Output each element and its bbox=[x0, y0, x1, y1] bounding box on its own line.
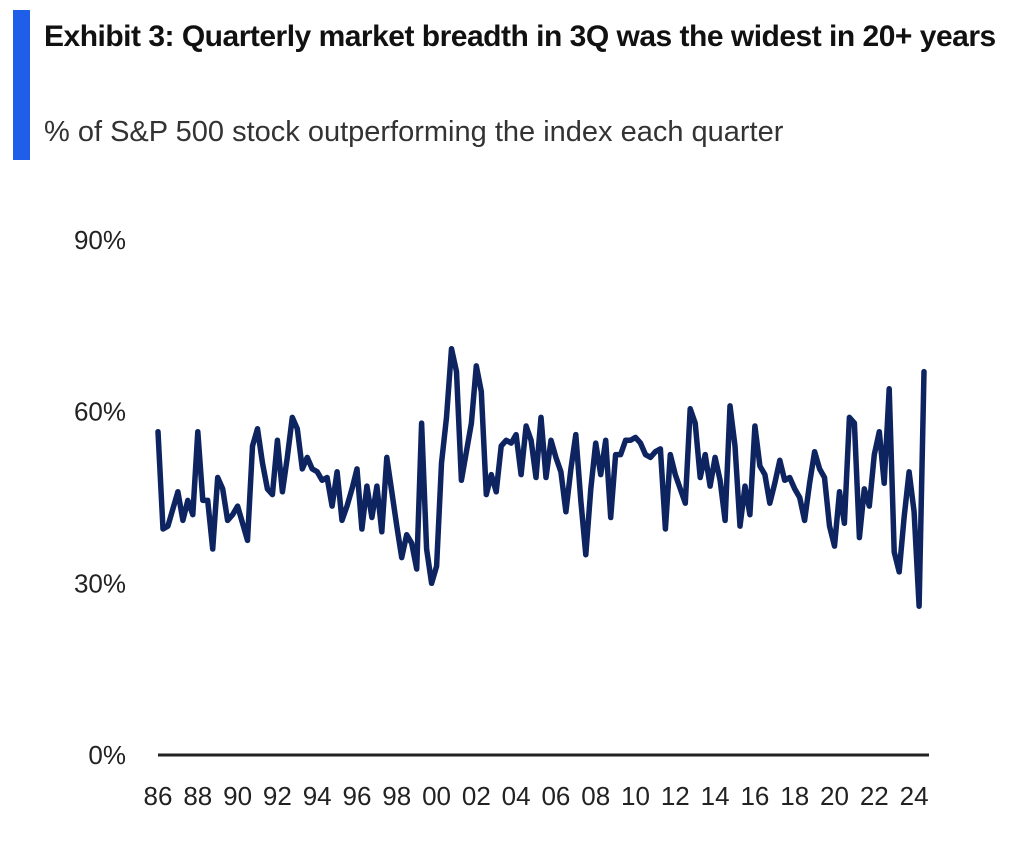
x-tick-label: 92 bbox=[263, 781, 292, 811]
x-tick-label: 02 bbox=[462, 781, 491, 811]
series-line bbox=[155, 345, 927, 609]
x-tick-label: 90 bbox=[223, 781, 252, 811]
y-axis-ticks: 0% 30% 60% 90% bbox=[74, 225, 126, 770]
y-tick-label: 0% bbox=[88, 740, 126, 770]
x-tick-label: 22 bbox=[860, 781, 889, 811]
x-tick-label: 18 bbox=[780, 781, 809, 811]
chart-title: Exhibit 3: Quarterly market breadth in 3… bbox=[44, 20, 996, 53]
y-tick-label: 90% bbox=[74, 225, 126, 255]
x-tick-label: 86 bbox=[144, 781, 173, 811]
x-tick-label: 24 bbox=[900, 781, 929, 811]
x-tick-label: 98 bbox=[382, 781, 411, 811]
x-tick-label: 20 bbox=[820, 781, 849, 811]
x-tick-label: 10 bbox=[621, 781, 650, 811]
x-tick-label: 94 bbox=[303, 781, 332, 811]
x-tick-label: 88 bbox=[183, 781, 212, 811]
y-tick-label: 60% bbox=[74, 397, 126, 427]
x-tick-label: 04 bbox=[502, 781, 531, 811]
x-tick-label: 96 bbox=[343, 781, 372, 811]
chart-subtitle: % of S&P 500 stock outperforming the ind… bbox=[44, 116, 784, 148]
x-tick-label: 00 bbox=[422, 781, 451, 811]
x-tick-label: 08 bbox=[581, 781, 610, 811]
x-tick-label: 12 bbox=[661, 781, 690, 811]
x-tick-label: 06 bbox=[541, 781, 570, 811]
accent-bar bbox=[13, 10, 30, 160]
x-tick-label: 14 bbox=[701, 781, 730, 811]
y-tick-label: 30% bbox=[74, 568, 126, 598]
x-tick-label: 16 bbox=[740, 781, 769, 811]
x-axis-ticks: 86 88 90 92 94 96 98 00 02 04 06 08 10 12 14 16 18 20 22 24 bbox=[144, 781, 929, 811]
